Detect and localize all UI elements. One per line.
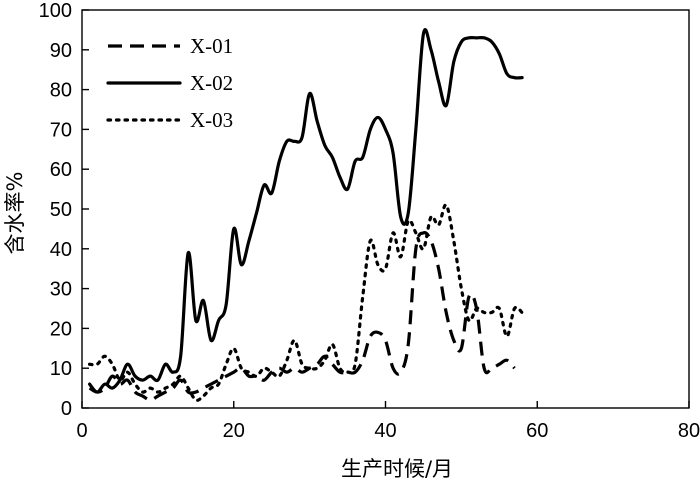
legend: X-01 X-02 X-03	[106, 34, 233, 132]
y-tick-label: 60	[50, 159, 72, 181]
y-tick-label: 10	[50, 358, 72, 380]
y-tick-label: 90	[50, 40, 72, 62]
x-tick-label: 80	[678, 420, 700, 442]
legend-label-x-01: X-01	[190, 34, 233, 58]
y-tick-label: 20	[50, 318, 72, 340]
y-tick-label: 40	[50, 239, 72, 261]
series-line-x-03	[87, 203, 524, 402]
x-tick-label: 20	[223, 420, 245, 442]
x-tick-label: 0	[76, 420, 87, 442]
x-axis-title: 生产时候/月	[341, 457, 453, 481]
series-line-x-01	[88, 231, 516, 402]
plot-area	[81, 9, 690, 409]
series-layer	[87, 28, 524, 402]
y-tick-label: 100	[39, 0, 72, 22]
y-tick-label: 50	[50, 199, 72, 221]
y-tick-label: 70	[50, 119, 72, 141]
x-tick-label: 60	[526, 420, 548, 442]
y-axis-title: 含水率%	[3, 172, 27, 255]
y-tick-label: 0	[61, 398, 72, 420]
series-line-x-02	[87, 28, 524, 394]
plot-border	[81, 9, 690, 409]
y-tick-label: 80	[50, 80, 72, 102]
y-tick-label: 30	[50, 279, 72, 301]
y-axis-ticks: 0 10 20 30 40 50 60 70 80 90 100	[39, 0, 89, 420]
legend-label-x-03: X-03	[190, 108, 233, 132]
x-tick-label: 40	[374, 420, 396, 442]
x-axis-ticks: 0 20 40 60 80	[76, 401, 700, 442]
legend-label-x-02: X-02	[190, 71, 233, 95]
